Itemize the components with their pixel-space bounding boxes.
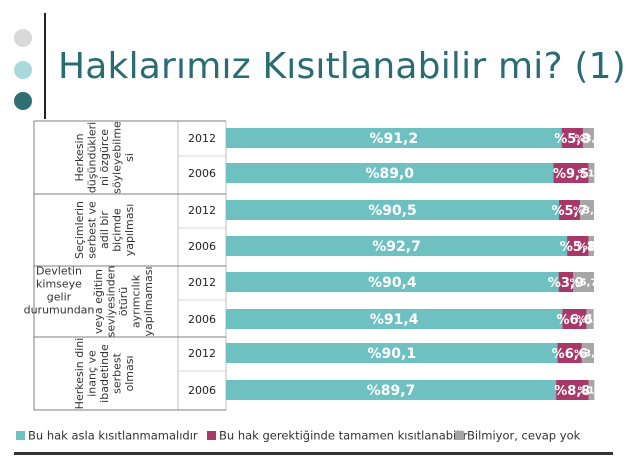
category-label: veya eğitimseviyesindenötürüayrımcılıkya… [92, 266, 155, 338]
category-outer-label-line: durumundan [24, 304, 95, 317]
bar-segment [588, 380, 595, 400]
legend-swatch [455, 431, 464, 440]
category-outer-label-line: gelir [47, 291, 72, 304]
bar-segment [580, 200, 594, 220]
data-label: %92,7 [372, 239, 421, 255]
category-label-line: yapılması [123, 204, 136, 257]
category-label-line: adil bir [98, 211, 111, 249]
category-label: Herkesin diniinanç veibadetindeserbestol… [73, 338, 136, 410]
data-label: %89,7 [367, 383, 416, 399]
data-label: %1,5 [577, 242, 605, 253]
bar-segment [226, 380, 557, 400]
data-label: %6,6 [556, 313, 592, 328]
year-label: 2012 [188, 204, 216, 217]
year-label: 2006 [188, 167, 216, 180]
data-label: %5,7 [551, 204, 587, 219]
category-label-line: veya eğitim [92, 269, 105, 334]
decorative-dot-light-teal [14, 61, 32, 79]
year-label: 2006 [188, 313, 216, 326]
category-label-line: ötürü [117, 287, 130, 317]
decorative-dot-gray [14, 29, 32, 47]
category-label-line: inanç ve [86, 350, 99, 397]
data-label: %1,6 [578, 386, 606, 397]
bar-segment [581, 343, 594, 363]
bar-segment [226, 309, 563, 329]
data-label: %5,8 [554, 132, 590, 147]
category-label-line: biçimde [111, 208, 124, 252]
bottom-divider [14, 452, 613, 455]
bar-segment [226, 163, 554, 183]
category-label-line: olması [123, 355, 136, 391]
category-label-line: seviyesinden [105, 266, 118, 338]
bar-segment [226, 128, 562, 148]
bar-segment [567, 236, 589, 256]
legend-label: Bu hak gerektiğinde tamamen kısıtlanabil… [219, 429, 468, 443]
category-outer-label-line: Devletin [36, 265, 82, 278]
category-label: Seçimlerinserbest veadil birbiçimdeyapıl… [73, 201, 136, 259]
data-label: %89,0 [365, 166, 414, 182]
data-label: %6,6 [552, 347, 588, 362]
data-label: %91,4 [370, 312, 419, 328]
bar-segment [586, 309, 594, 329]
category-label-line: si [123, 153, 136, 162]
data-label: %3,0 [575, 134, 603, 145]
bar-segment [561, 128, 583, 148]
data-label: %5,8 [560, 240, 596, 255]
title-divider [44, 13, 46, 119]
bar-segment [562, 309, 587, 329]
data-label: %8,8 [554, 384, 590, 399]
category-label-line: serbest ve [86, 201, 99, 259]
bar-segment [582, 128, 594, 148]
category-label-line: yapılmaması [142, 266, 155, 336]
bar-segment [573, 272, 594, 292]
category-label-line: söyleyebilme [111, 121, 124, 194]
year-label: 2012 [188, 347, 216, 360]
data-label: %90,4 [368, 275, 417, 291]
category-label-line: Seçimlerin [73, 201, 86, 259]
data-label: %90,1 [367, 346, 416, 362]
category-label-line: Herkesin dini [73, 338, 86, 410]
bar-segment [588, 163, 595, 183]
category-label-line: Herkesin [73, 133, 86, 181]
data-label: %1,9 [576, 315, 604, 326]
bar-segment [226, 200, 560, 220]
bar-segment [588, 236, 594, 256]
bar-segment [559, 200, 581, 220]
legend-label: Bu hak asla kısıtlanmamalıdır [28, 429, 198, 443]
data-label: %5,7 [570, 278, 598, 289]
data-label: %90,5 [368, 203, 417, 219]
data-label: %3,9 [548, 276, 584, 291]
category-label-line: düşündükleri [86, 122, 99, 193]
bar-segment [553, 163, 589, 183]
category-label-line: ibadetinde [98, 344, 111, 403]
category-label-line: ni özgürce [98, 129, 111, 186]
bar-segment [226, 343, 558, 363]
bar-segment [226, 236, 568, 256]
data-label: %3,8 [573, 206, 601, 217]
decorative-dot-dark-teal [14, 92, 32, 110]
data-label: %3,3 [574, 349, 602, 360]
category-label-line: serbest [111, 352, 124, 394]
category-label-line: ayrımcılık [130, 274, 143, 328]
legend-swatch [207, 431, 216, 440]
bar-segment [558, 272, 574, 292]
year-label: 2006 [188, 384, 216, 397]
category-outer-label-line: kimseye [36, 278, 82, 291]
data-label: %1,6 [578, 169, 606, 180]
page-title: Haklarımız Kısıtlanabilir mi? (1) [58, 46, 626, 87]
data-label: %91,2 [370, 131, 419, 147]
category-label: Herkesindüşündüklerini özgürcesöyleyebil… [73, 121, 136, 194]
year-label: 2012 [188, 132, 216, 145]
legend-label: Bilmiyor, cevap yok [467, 429, 581, 443]
bar-segment [226, 272, 559, 292]
data-label: %9,5 [553, 167, 589, 182]
year-label: 2006 [188, 240, 216, 253]
year-label: 2012 [188, 276, 216, 289]
legend-swatch [16, 431, 25, 440]
bar-segment [556, 380, 589, 400]
bar-segment [557, 343, 582, 363]
